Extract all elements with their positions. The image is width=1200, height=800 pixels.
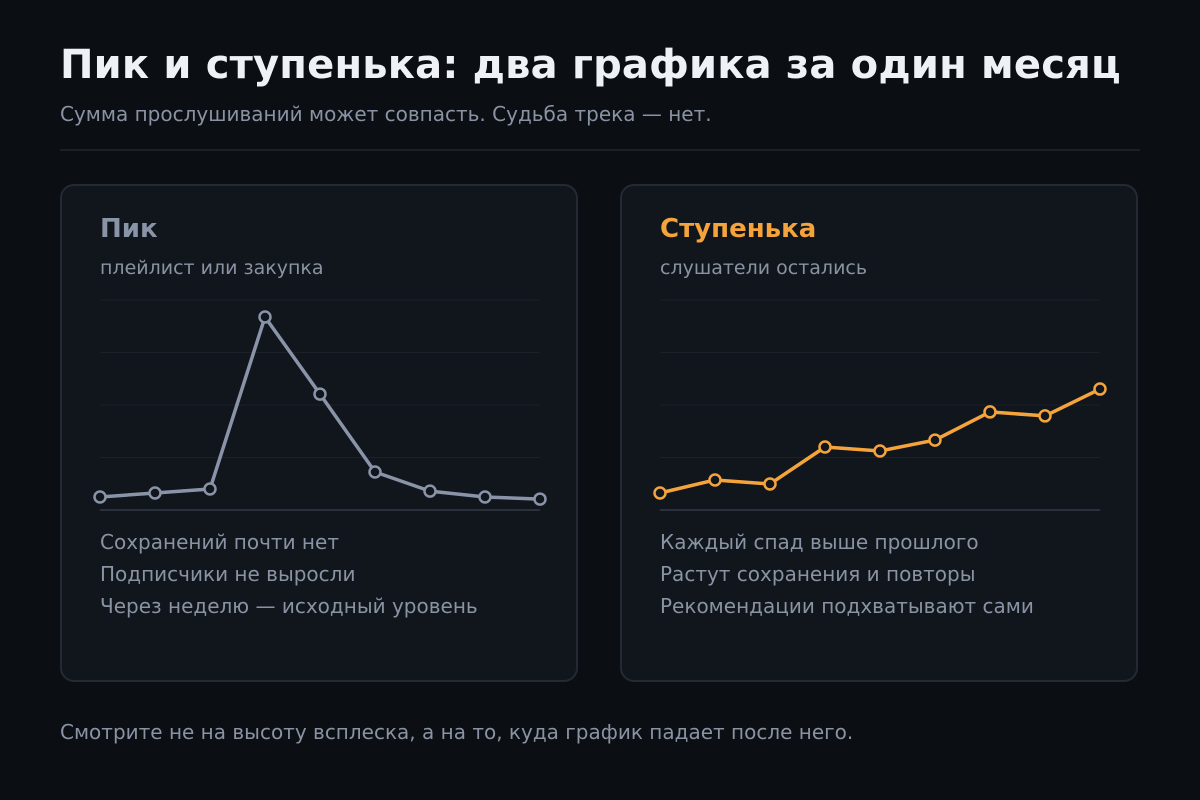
data-point <box>928 433 942 447</box>
page-title: Пик и ступенька: два графика за один мес… <box>60 42 1121 88</box>
step-chart <box>653 299 1107 511</box>
data-point <box>423 484 437 498</box>
data-point <box>818 440 832 454</box>
data-point <box>478 490 492 504</box>
data-point <box>1038 409 1052 423</box>
note-item: Через неделю — исходный уровень <box>100 594 478 618</box>
data-point <box>708 473 722 487</box>
note-item: Сохранений почти нет <box>100 530 339 554</box>
footer-note: Смотрите не на высоту всплеска, а на то,… <box>60 720 854 744</box>
step-card: Ступенька слушатели остались Каждый спад… <box>620 184 1138 682</box>
note-item: Каждый спад выше прошлого <box>660 530 979 554</box>
data-point <box>368 465 382 479</box>
series-line <box>98 315 542 501</box>
data-point <box>533 492 547 506</box>
data-point <box>203 482 217 496</box>
step-card-subtitle: слушатели остались <box>660 257 868 279</box>
data-point <box>873 444 887 458</box>
data-point <box>258 310 272 324</box>
page-subtitle: Сумма прослушиваний может совпасть. Судь… <box>60 102 712 126</box>
note-item: Растут сохранения и повторы <box>660 562 976 586</box>
data-point <box>983 405 997 419</box>
peak-card-title: Пик <box>100 214 158 244</box>
peak-chart <box>93 299 547 511</box>
data-point <box>1093 382 1107 396</box>
header-divider <box>60 149 1140 151</box>
data-point <box>313 387 327 401</box>
note-item: Рекомендации подхватывают сами <box>660 594 1034 618</box>
peak-card-subtitle: плейлист или закупка <box>100 257 324 279</box>
step-notes: Каждый спад выше прошлого Растут сохране… <box>660 526 1034 622</box>
step-card-title: Ступенька <box>660 214 817 244</box>
data-point <box>763 477 777 491</box>
peak-card: Пик плейлист или закупка Сохранений почт… <box>60 184 578 682</box>
data-point <box>653 486 667 500</box>
data-point <box>148 486 162 500</box>
note-item: Подписчики не выросли <box>100 562 356 586</box>
data-point <box>93 490 107 504</box>
peak-notes: Сохранений почти нет Подписчики не вырос… <box>100 526 478 622</box>
